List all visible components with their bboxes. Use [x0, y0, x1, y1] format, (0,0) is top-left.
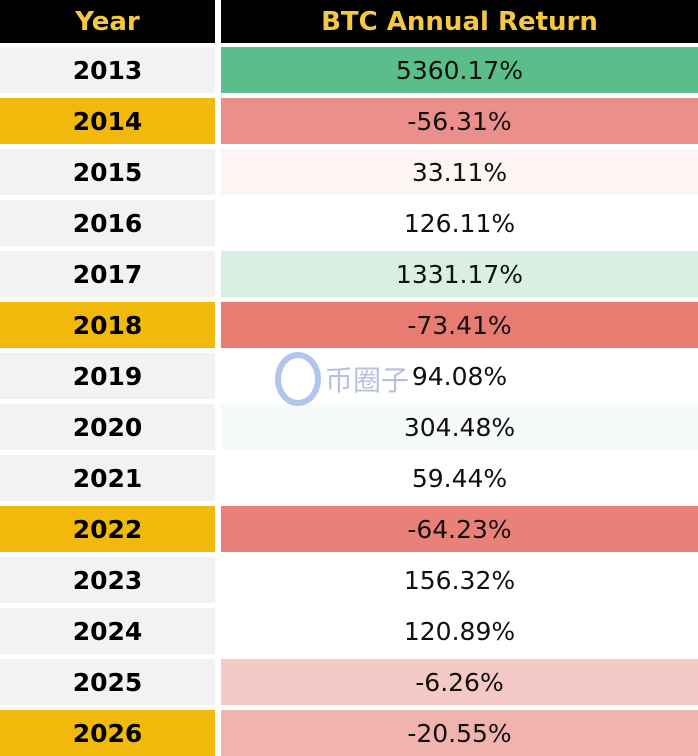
- return-cell: 120.89%: [221, 608, 698, 654]
- return-cell: -73.41%: [221, 302, 698, 348]
- watermark-text: 币圈子: [325, 364, 410, 397]
- year-cell: 2018: [0, 302, 215, 348]
- year-cell: 2024: [0, 608, 215, 654]
- return-cell: 304.48%: [221, 404, 698, 450]
- watermark: 币圈子: [275, 352, 409, 406]
- year-cell: 2015: [0, 149, 215, 195]
- header-year: Year: [0, 0, 215, 43]
- return-cell: 1331.17%: [221, 251, 698, 297]
- year-cell: 2013: [0, 47, 215, 93]
- year-cell: 2025: [0, 659, 215, 705]
- watermark-logo: [275, 352, 321, 406]
- return-cell: 5360.17%: [221, 47, 698, 93]
- year-cell: 2023: [0, 557, 215, 603]
- return-cell: 33.11%: [221, 149, 698, 195]
- return-cell: -64.23%: [221, 506, 698, 552]
- header-return: BTC Annual Return: [221, 0, 698, 43]
- year-cell: 2026: [0, 710, 215, 756]
- return-cell: 156.32%: [221, 557, 698, 603]
- return-cell: -20.55%: [221, 710, 698, 756]
- return-cell: -56.31%: [221, 98, 698, 144]
- year-cell: 2014: [0, 98, 215, 144]
- return-cell: -6.26%: [221, 659, 698, 705]
- return-cell: 59.44%: [221, 455, 698, 501]
- year-cell: 2020: [0, 404, 215, 450]
- return-cell: 126.11%: [221, 200, 698, 246]
- year-cell: 2016: [0, 200, 215, 246]
- year-cell: 2017: [0, 251, 215, 297]
- year-cell: 2022: [0, 506, 215, 552]
- year-cell: 2021: [0, 455, 215, 501]
- year-cell: 2019: [0, 353, 215, 399]
